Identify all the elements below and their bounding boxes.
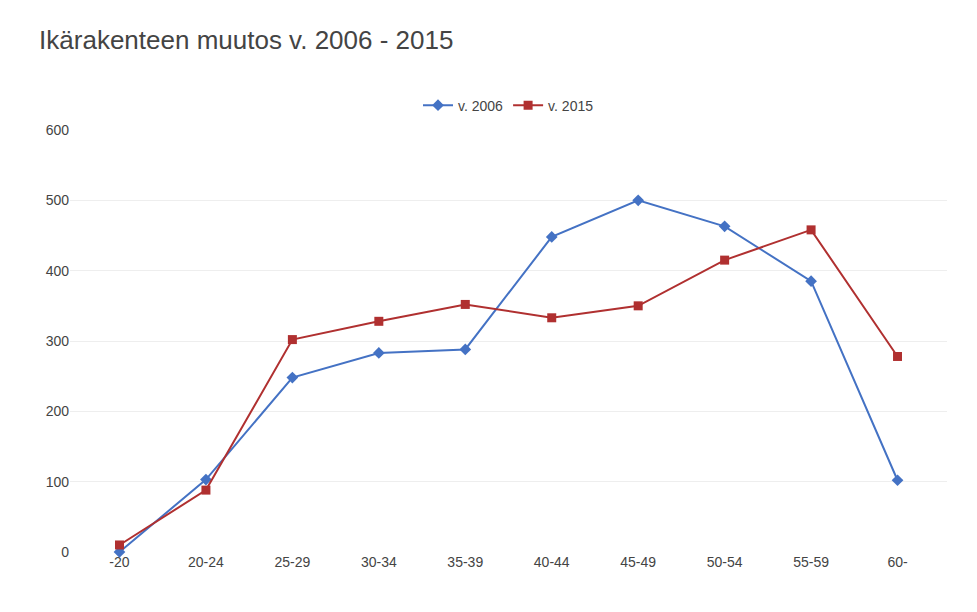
svg-text:v. 2006: v. 2006 xyxy=(458,98,503,114)
svg-text:200: 200 xyxy=(46,403,70,419)
svg-text:25-29: 25-29 xyxy=(274,554,310,570)
svg-text:55-59: 55-59 xyxy=(793,554,829,570)
svg-text:20-24: 20-24 xyxy=(188,554,224,570)
svg-text:45-49: 45-49 xyxy=(620,554,656,570)
svg-text:0: 0 xyxy=(61,544,69,560)
svg-text:35-39: 35-39 xyxy=(447,554,483,570)
svg-text:-20: -20 xyxy=(109,554,129,570)
svg-text:600: 600 xyxy=(46,122,70,138)
svg-text:50-54: 50-54 xyxy=(707,554,743,570)
svg-text:Ikärakenteen muutos v. 2006 -: Ikärakenteen muutos v. 2006 - 2015 xyxy=(39,25,453,55)
svg-text:100: 100 xyxy=(46,474,70,490)
svg-text:60-: 60- xyxy=(887,554,908,570)
svg-text:30-34: 30-34 xyxy=(361,554,397,570)
svg-text:400: 400 xyxy=(46,263,70,279)
svg-text:300: 300 xyxy=(46,333,70,349)
svg-text:500: 500 xyxy=(46,192,70,208)
svg-text:40-44: 40-44 xyxy=(534,554,570,570)
svg-text:v. 2015: v. 2015 xyxy=(548,98,593,114)
